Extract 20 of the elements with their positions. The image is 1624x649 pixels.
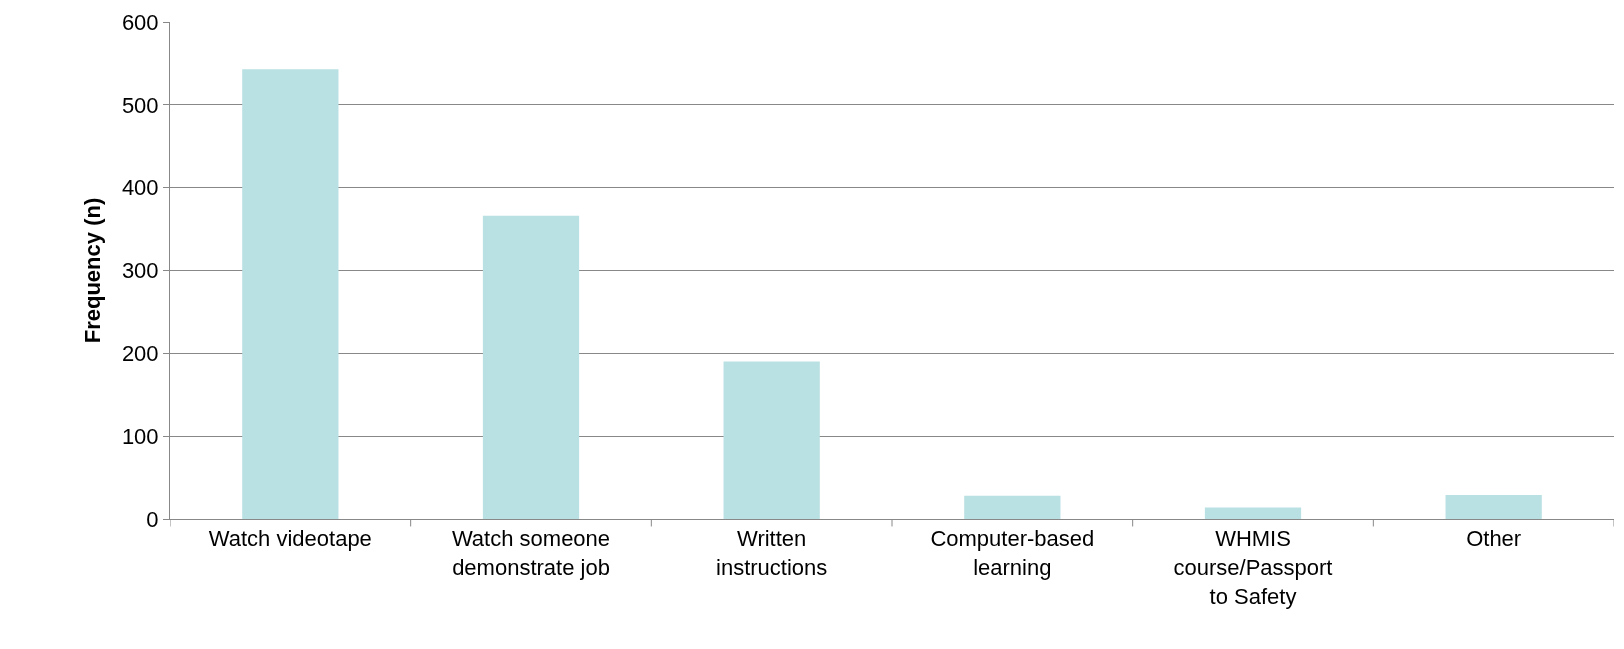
x-tick-label: WHMIS course/Passport to Safety bbox=[1173, 526, 1333, 609]
y-tick-label: 300 bbox=[121, 258, 159, 284]
y-tick-label: 0 bbox=[146, 506, 159, 532]
x-tick-label: Watch videotape bbox=[208, 526, 372, 552]
y-tick-label: 400 bbox=[121, 175, 159, 201]
y-tick-label: 600 bbox=[121, 9, 159, 35]
x-tick-label: Other bbox=[1466, 526, 1522, 552]
x-tick-label: Watch someone demonstrate job bbox=[451, 526, 611, 580]
y-tick-label: 100 bbox=[121, 423, 159, 449]
y-tick-label: 200 bbox=[121, 341, 159, 367]
bar bbox=[723, 361, 820, 519]
y-tick-label: 500 bbox=[121, 92, 159, 118]
y-axis-title: Frequency (n) bbox=[79, 197, 105, 344]
bar bbox=[482, 215, 580, 519]
bar bbox=[1445, 494, 1542, 519]
bar bbox=[242, 69, 339, 519]
x-tick-label: Written instructions bbox=[716, 526, 828, 580]
bar bbox=[1204, 507, 1302, 519]
x-tick-label: Computer-based learning bbox=[930, 526, 1095, 580]
bar bbox=[964, 495, 1061, 519]
